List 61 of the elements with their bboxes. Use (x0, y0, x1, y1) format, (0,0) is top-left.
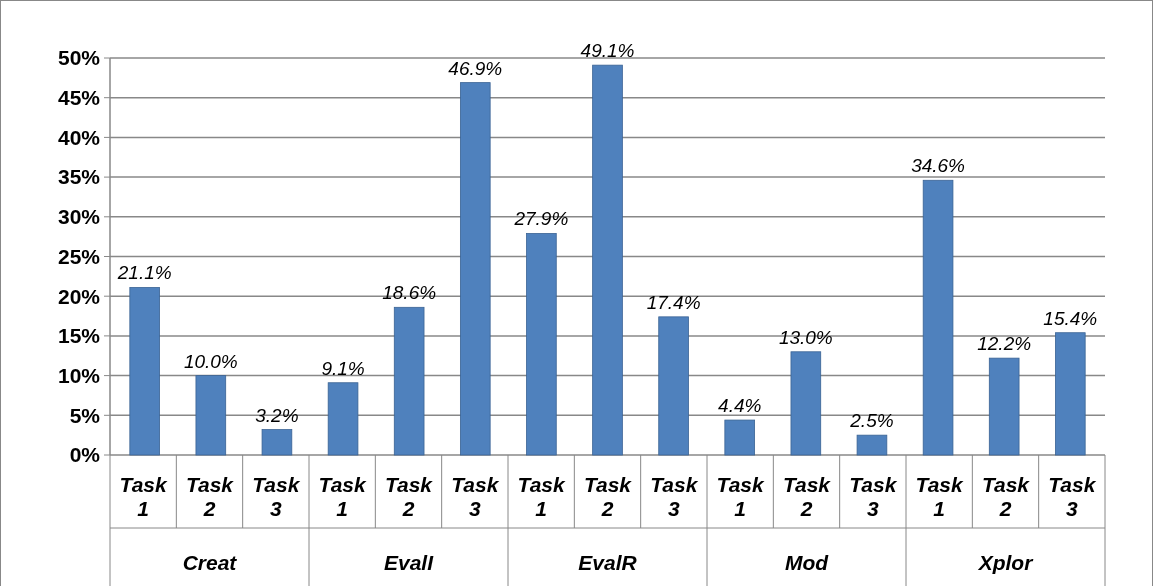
text: EvalI (383, 551, 435, 574)
text: Creat (182, 551, 238, 574)
x-tick-label: Task 3 (252, 473, 301, 520)
data-label: 27.9% (513, 208, 569, 230)
x-tick-label: Task 2 (185, 473, 235, 520)
y-tick-label: 0% (69, 443, 101, 467)
data-label: 12.2% (977, 333, 1032, 355)
data-label: 4.4% (718, 395, 762, 417)
data-label: 10.0% (183, 350, 238, 372)
bar (724, 419, 755, 456)
x-tick-label: Task 2 (384, 473, 434, 520)
bar (460, 82, 491, 456)
y-tick-label: 25% (57, 244, 101, 268)
bar (790, 351, 822, 456)
bar (261, 429, 293, 456)
bar (129, 287, 160, 456)
data-label: 15.4% (1043, 307, 1098, 329)
data-label: 3.2% (255, 404, 299, 426)
x-tick-label: Task 1 (716, 473, 766, 520)
y-tick-label: 10% (57, 363, 101, 387)
x-tick-label: Task 2 (583, 473, 633, 520)
data-label: 34.6% (911, 155, 966, 177)
bar (658, 316, 689, 456)
y-tick-label: 30% (57, 205, 101, 229)
x-tick-label: Task 1 (915, 473, 965, 520)
bar (856, 434, 888, 456)
bar (988, 357, 1020, 456)
bar (195, 375, 227, 456)
text: Xplor (977, 551, 1035, 574)
x-tick-label: Task 2 (981, 473, 1031, 520)
y-tick-label: 50% (57, 46, 101, 70)
bar (1055, 332, 1086, 456)
x-tick-label: Task 2 (782, 473, 832, 520)
data-label: 49.1% (580, 40, 635, 62)
x-tick-label: Task 1 (119, 473, 169, 520)
y-tick-label: 15% (57, 324, 101, 348)
y-tick-label: 35% (57, 165, 101, 189)
y-tick-label: 40% (57, 125, 101, 149)
y-tick-label: 5% (69, 403, 101, 427)
bar (526, 233, 557, 456)
data-label: 17.4% (646, 291, 701, 313)
data-label: 2.5% (849, 410, 894, 432)
data-label: 9.1% (321, 357, 365, 379)
bar (327, 382, 359, 456)
x-tick-label: Task 1 (517, 473, 567, 520)
data-label: 18.6% (382, 282, 437, 304)
x-tick-label: Task 1 (318, 473, 368, 520)
text: EvalR (578, 551, 638, 574)
bar (393, 306, 425, 456)
data-label: 46.9% (448, 57, 503, 79)
x-tick-label: Task 3 (650, 473, 699, 520)
bar (592, 64, 623, 456)
x-tick-label: Task 3 (451, 473, 500, 520)
data-label: 13.0% (778, 326, 833, 348)
x-tick-label: Task 3 (849, 473, 898, 520)
x-tick-label: Task 3 (1048, 473, 1097, 520)
y-tick-label: 45% (57, 86, 101, 110)
y-tick-label: 20% (57, 284, 101, 308)
text: Mod (784, 551, 830, 574)
bar (922, 179, 954, 456)
data-label: 21.1% (116, 262, 172, 284)
